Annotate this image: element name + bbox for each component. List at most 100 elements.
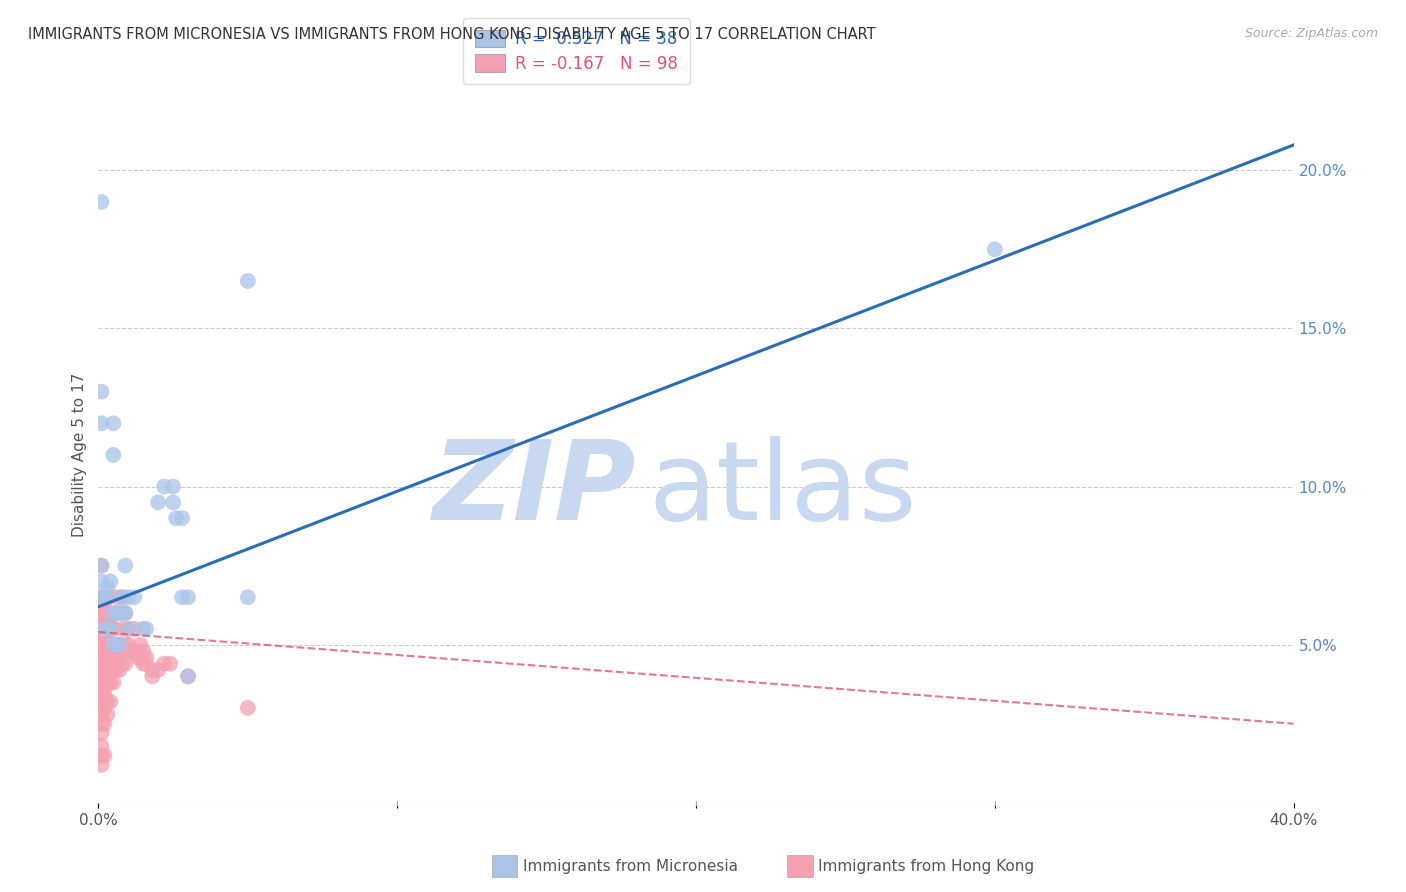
Point bbox=[93, 650, 115, 665]
Point bbox=[90, 650, 112, 665]
Point bbox=[90, 558, 112, 573]
Point bbox=[96, 612, 118, 626]
Point bbox=[90, 638, 112, 652]
Point bbox=[135, 650, 157, 665]
Point bbox=[90, 384, 112, 399]
Point bbox=[96, 638, 118, 652]
Point bbox=[111, 657, 134, 671]
Point bbox=[93, 675, 115, 690]
Legend: R =  0.527   N = 38, R = -0.167   N = 98: R = 0.527 N = 38, R = -0.167 N = 98 bbox=[464, 18, 689, 85]
Point bbox=[162, 495, 184, 509]
Point bbox=[105, 638, 128, 652]
Point bbox=[96, 695, 118, 709]
Point bbox=[103, 622, 125, 636]
Point bbox=[114, 606, 136, 620]
Point bbox=[90, 599, 112, 614]
Point bbox=[153, 657, 176, 671]
Point bbox=[98, 638, 122, 652]
Point bbox=[93, 681, 115, 696]
Text: atlas: atlas bbox=[648, 436, 917, 543]
Point bbox=[148, 663, 170, 677]
Point bbox=[108, 638, 131, 652]
Point bbox=[96, 581, 118, 595]
Point bbox=[93, 632, 115, 646]
Point bbox=[105, 650, 128, 665]
Point bbox=[90, 688, 112, 702]
Point bbox=[132, 622, 155, 636]
Point bbox=[105, 663, 128, 677]
Point bbox=[111, 622, 134, 636]
Point bbox=[108, 663, 131, 677]
Point bbox=[96, 669, 118, 683]
Point bbox=[236, 591, 259, 605]
Point bbox=[93, 663, 115, 677]
Point bbox=[127, 650, 149, 665]
Point bbox=[90, 739, 112, 753]
Point bbox=[132, 657, 155, 671]
Point bbox=[114, 558, 136, 573]
Point bbox=[90, 663, 112, 677]
Point bbox=[93, 612, 115, 626]
Point bbox=[120, 644, 142, 658]
Point bbox=[93, 591, 115, 605]
Point bbox=[93, 638, 115, 652]
Point bbox=[236, 701, 259, 715]
Point bbox=[93, 701, 115, 715]
Point bbox=[103, 417, 125, 431]
Point bbox=[96, 625, 118, 640]
Point bbox=[90, 716, 112, 731]
Point bbox=[93, 591, 115, 605]
Point bbox=[90, 591, 112, 605]
Point bbox=[103, 650, 125, 665]
Point bbox=[114, 606, 136, 620]
Point bbox=[135, 622, 157, 636]
Point bbox=[98, 574, 122, 589]
Point bbox=[105, 606, 128, 620]
Point bbox=[148, 495, 170, 509]
Point bbox=[96, 622, 118, 636]
Y-axis label: Disability Age 5 to 17: Disability Age 5 to 17 bbox=[72, 373, 87, 537]
Point bbox=[124, 591, 146, 605]
Point bbox=[162, 479, 184, 493]
Point bbox=[165, 511, 187, 525]
Point bbox=[96, 675, 118, 690]
Point bbox=[96, 591, 118, 605]
Point bbox=[141, 669, 163, 683]
Point bbox=[124, 644, 146, 658]
Point bbox=[90, 612, 112, 626]
Point bbox=[105, 591, 128, 605]
Point bbox=[90, 675, 112, 690]
Point bbox=[108, 650, 131, 665]
Point bbox=[90, 622, 112, 636]
Text: Immigrants from Hong Kong: Immigrants from Hong Kong bbox=[818, 859, 1035, 873]
Point bbox=[108, 638, 131, 652]
Point bbox=[93, 622, 115, 636]
Point bbox=[98, 650, 122, 665]
Point bbox=[103, 663, 125, 677]
Point bbox=[90, 417, 112, 431]
Point bbox=[172, 511, 194, 525]
Point bbox=[96, 591, 118, 605]
Point bbox=[90, 695, 112, 709]
Text: ZIP: ZIP bbox=[433, 436, 637, 543]
Point bbox=[90, 707, 112, 722]
Point bbox=[111, 644, 134, 658]
Point bbox=[98, 675, 122, 690]
Point bbox=[103, 606, 125, 620]
Text: Source: ZipAtlas.com: Source: ZipAtlas.com bbox=[1244, 27, 1378, 40]
Point bbox=[93, 618, 115, 632]
Point bbox=[90, 574, 112, 589]
Point bbox=[984, 243, 1007, 257]
Point bbox=[105, 638, 128, 652]
Point bbox=[177, 669, 200, 683]
Point bbox=[98, 695, 122, 709]
Point bbox=[98, 663, 122, 677]
Point bbox=[90, 194, 112, 209]
Point bbox=[129, 638, 152, 652]
Point bbox=[177, 669, 200, 683]
Point bbox=[90, 726, 112, 740]
Point bbox=[93, 625, 115, 640]
Point bbox=[141, 663, 163, 677]
Point bbox=[236, 274, 259, 288]
Point bbox=[90, 669, 112, 683]
